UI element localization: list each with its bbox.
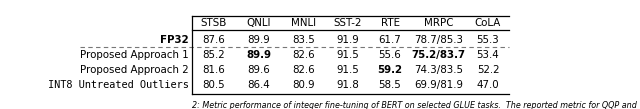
Text: 91.9: 91.9	[337, 35, 359, 45]
Text: CoLA: CoLA	[475, 18, 501, 28]
Text: 59.2: 59.2	[378, 65, 403, 75]
Text: 78.7/85.3: 78.7/85.3	[414, 35, 463, 45]
Text: INT8 Untreated Outliers: INT8 Untreated Outliers	[48, 80, 189, 90]
Text: 86.4: 86.4	[247, 80, 270, 90]
Text: 81.6: 81.6	[202, 65, 225, 75]
Text: 91.5: 91.5	[337, 65, 359, 75]
Text: 75.2/83.7: 75.2/83.7	[412, 50, 465, 60]
Text: 82.6: 82.6	[292, 65, 314, 75]
Text: SST-2: SST-2	[333, 18, 362, 28]
Text: 53.4: 53.4	[477, 50, 499, 60]
Text: 83.5: 83.5	[292, 35, 315, 45]
Text: 74.3/83.5: 74.3/83.5	[414, 65, 463, 75]
Text: 80.5: 80.5	[203, 80, 225, 90]
Text: 85.2: 85.2	[203, 50, 225, 60]
Text: 91.5: 91.5	[337, 50, 359, 60]
Text: 89.9: 89.9	[247, 35, 270, 45]
Text: 61.7: 61.7	[379, 35, 401, 45]
Text: 89.9: 89.9	[246, 50, 271, 60]
Text: Proposed Approach 1: Proposed Approach 1	[81, 50, 189, 60]
Text: 69.9/81.9: 69.9/81.9	[414, 80, 463, 90]
Text: MNLI: MNLI	[291, 18, 316, 28]
Text: 2: Metric performance of integer fine-tuning of BERT on selected GLUE tasks.  Th: 2: Metric performance of integer fine-tu…	[191, 101, 636, 109]
Text: RTE: RTE	[381, 18, 399, 28]
Text: 55.6: 55.6	[379, 50, 401, 60]
Text: 91.8: 91.8	[337, 80, 359, 90]
Text: 87.6: 87.6	[202, 35, 225, 45]
Text: FP32: FP32	[161, 35, 189, 45]
Text: STSB: STSB	[201, 18, 227, 28]
Text: 52.2: 52.2	[477, 65, 499, 75]
Text: 58.5: 58.5	[379, 80, 401, 90]
Text: QNLI: QNLI	[246, 18, 271, 28]
Text: 89.6: 89.6	[247, 65, 270, 75]
Text: 82.6: 82.6	[292, 50, 314, 60]
Text: 80.9: 80.9	[292, 80, 314, 90]
Text: Proposed Approach 2: Proposed Approach 2	[81, 65, 189, 75]
Text: 47.0: 47.0	[477, 80, 499, 90]
Text: 55.3: 55.3	[477, 35, 499, 45]
Text: MRPC: MRPC	[424, 18, 453, 28]
